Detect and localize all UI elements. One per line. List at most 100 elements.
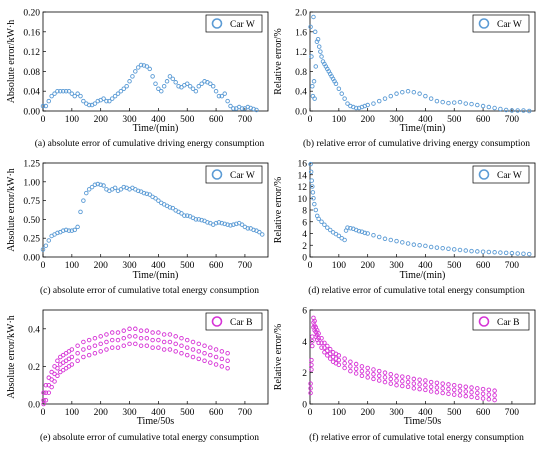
data-point — [521, 251, 526, 257]
data-point — [428, 379, 434, 385]
data-point — [150, 337, 155, 343]
data-point — [308, 24, 313, 30]
data-point — [308, 161, 313, 167]
x-tick-label: 100 — [65, 115, 80, 125]
data-point — [225, 222, 230, 227]
data-point — [400, 383, 405, 389]
data-point — [69, 228, 75, 233]
data-point — [86, 337, 92, 343]
data-point — [222, 91, 227, 96]
data-point — [316, 335, 321, 341]
data-point — [469, 101, 474, 107]
x-tick-label: 0 — [41, 408, 46, 418]
data-point — [314, 39, 320, 44]
data-point — [365, 375, 370, 380]
data-point — [245, 226, 251, 231]
data-point — [95, 181, 101, 187]
data-point — [135, 65, 141, 70]
data-point — [463, 389, 469, 394]
data-point — [311, 195, 316, 201]
data-point — [345, 225, 350, 230]
data-point — [98, 349, 103, 354]
y-tick-label: 0.00 — [23, 108, 40, 118]
x-tick-label: 700 — [238, 408, 253, 418]
data-point — [161, 339, 167, 345]
data-point — [446, 391, 451, 397]
data-point — [339, 91, 344, 96]
data-point — [184, 352, 190, 358]
data-point — [440, 386, 445, 391]
x-tick-label: 400 — [151, 261, 166, 271]
data-point — [316, 340, 321, 346]
x-tick-label: 100 — [332, 261, 347, 271]
data-point — [173, 349, 178, 354]
data-point — [308, 386, 313, 391]
x-tick-label: 400 — [151, 115, 166, 125]
data-point — [170, 76, 176, 82]
data-point — [353, 366, 359, 372]
data-point — [446, 100, 451, 106]
x-tick-label: 500 — [180, 115, 195, 125]
data-point — [400, 379, 405, 384]
data-points-e — [41, 326, 230, 407]
data-point — [92, 182, 98, 188]
data-point — [492, 393, 497, 398]
data-point — [336, 233, 342, 239]
legend-marker — [478, 169, 490, 180]
data-point — [69, 91, 75, 96]
data-point — [336, 362, 342, 368]
data-point — [480, 386, 486, 392]
x-tick-label: 700 — [505, 115, 520, 125]
data-point — [310, 339, 315, 344]
data-point — [179, 84, 184, 90]
data-point — [190, 347, 196, 352]
data-point — [451, 247, 457, 252]
data-point — [199, 81, 204, 87]
data-point — [101, 183, 106, 188]
data-point — [167, 332, 173, 337]
subplot-caption: (f) relative error of cumulative total e… — [309, 432, 524, 443]
data-point — [434, 245, 440, 250]
x-tick-label: 500 — [180, 261, 195, 271]
data-point — [451, 392, 457, 397]
data-point — [480, 391, 486, 397]
y-tick-label: 0.25 — [23, 235, 40, 245]
data-point — [469, 248, 474, 254]
data-point — [41, 390, 46, 395]
data-point — [187, 83, 193, 89]
x-tick-label: 0 — [41, 261, 46, 271]
data-point — [133, 69, 138, 74]
data-point — [417, 377, 422, 382]
data-point — [310, 184, 315, 189]
data-point — [156, 198, 161, 203]
data-point — [388, 93, 394, 99]
data-point — [475, 249, 480, 254]
data-point — [86, 352, 92, 358]
data-point — [40, 247, 46, 252]
data-point — [41, 397, 46, 403]
data-point — [257, 229, 262, 235]
data-point — [202, 343, 207, 348]
x-tick-label: 700 — [238, 261, 253, 271]
data-point — [394, 382, 399, 388]
data-point — [327, 346, 333, 352]
data-point — [405, 384, 411, 390]
data-point — [319, 345, 324, 350]
data-point — [150, 345, 155, 350]
data-point — [405, 375, 411, 380]
data-point — [498, 106, 503, 112]
data-point — [486, 104, 492, 110]
data-point — [434, 385, 440, 390]
data-point — [179, 335, 184, 341]
x-axis-label: Time/50s — [404, 416, 442, 427]
y-tick-label: 2 — [302, 369, 307, 379]
x-axis-label: Time/50s — [137, 416, 175, 427]
data-point — [213, 88, 219, 94]
data-point — [371, 376, 376, 382]
y-tick-label: 0.0 — [295, 108, 307, 118]
data-point — [475, 390, 480, 396]
data-point — [353, 361, 359, 367]
x-tick-label: 600 — [209, 261, 224, 271]
subplot-caption: (b) relative error of cumulative driving… — [303, 138, 530, 149]
x-tick-label: 0 — [308, 408, 313, 418]
